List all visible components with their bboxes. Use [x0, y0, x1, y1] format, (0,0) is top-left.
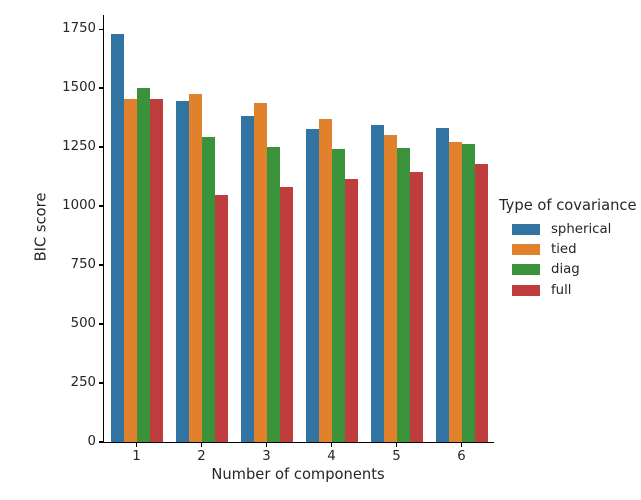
bar-diag-1 [136, 88, 150, 442]
legend-entry-label: spherical [551, 221, 612, 237]
y-tick-mark [98, 441, 103, 443]
x-tick-mark [395, 443, 398, 448]
bar-spherical-3 [240, 116, 254, 442]
x-axis-label: Number of components [211, 466, 385, 483]
bar-tied-1 [123, 98, 137, 442]
bar-full-5 [409, 171, 423, 442]
legend-entry-full: full [512, 280, 637, 300]
legend-entry-label: diag [551, 262, 580, 278]
bar-full-3 [279, 187, 293, 442]
bar-full-2 [214, 195, 228, 442]
y-tick-mark [98, 323, 103, 325]
bar-diag-4 [331, 149, 345, 442]
bar-spherical-2 [175, 101, 189, 442]
y-tick-label: 750 [70, 257, 96, 273]
legend-title: Type of covariance [499, 197, 637, 214]
legend-swatch-tied [512, 244, 540, 256]
bar-spherical-6 [435, 128, 449, 442]
x-tick-mark [330, 443, 333, 448]
y-tick-mark [98, 28, 103, 30]
bar-tied-4 [318, 118, 332, 442]
bar-tied-5 [383, 135, 397, 442]
legend-entry-label: full [551, 282, 572, 298]
y-tick-label: 1500 [62, 80, 96, 96]
x-tick-label: 1 [132, 449, 141, 464]
legend-entry-label: tied [551, 241, 577, 257]
bar-full-4 [344, 178, 358, 442]
bar-tied-6 [448, 142, 462, 442]
bar-diag-6 [461, 143, 475, 442]
y-tick-label: 1000 [62, 198, 96, 214]
y-axis-label: BIC score [32, 192, 50, 262]
x-tick-label: 2 [197, 449, 206, 464]
legend-entries: spherical tied diag full [499, 219, 637, 300]
y-tick-mark [98, 382, 103, 384]
x-tick-mark [200, 443, 203, 448]
bar-diag-2 [201, 136, 215, 442]
legend-swatch-spherical [512, 223, 540, 235]
x-tick-label: 4 [327, 449, 336, 464]
x-tick-mark [135, 443, 138, 448]
legend-entry-diag: diag [512, 260, 637, 280]
y-tick-label: 1750 [62, 21, 96, 37]
y-tick-label: 1250 [62, 139, 96, 155]
y-tick-mark [98, 205, 103, 207]
bar-tied-2 [188, 94, 202, 442]
bar-full-6 [474, 163, 488, 442]
legend-entry-tied: tied [512, 239, 637, 259]
y-tick-label: 500 [70, 316, 96, 332]
bar-tied-3 [253, 103, 267, 442]
bar-spherical-4 [305, 129, 319, 442]
y-tick-mark [98, 87, 103, 89]
legend-swatch-full [512, 284, 540, 296]
bar-diag-5 [396, 148, 410, 442]
bar-spherical-1 [110, 33, 124, 442]
bar-diag-3 [266, 147, 280, 442]
x-tick-label: 3 [262, 449, 271, 464]
legend-swatch-diag [512, 264, 540, 276]
legend-entry-spherical: spherical [512, 219, 637, 239]
legend: Type of covariance spherical tied diag full [499, 197, 637, 300]
bar-spherical-5 [370, 124, 384, 442]
x-tick-mark [265, 443, 268, 448]
y-tick-label: 0 [87, 434, 96, 450]
x-tick-label: 6 [457, 449, 466, 464]
bar-full-1 [149, 98, 163, 442]
y-tick-mark [98, 146, 103, 148]
plot-area: 0 250 500 750 1000 1250 1500 1750 1 2 3 4 5 6 [62, 15, 494, 463]
y-tick-mark [98, 264, 103, 266]
y-tick-label: 250 [70, 375, 96, 391]
x-tick-label: 5 [392, 449, 401, 464]
x-tick-mark [460, 443, 463, 448]
